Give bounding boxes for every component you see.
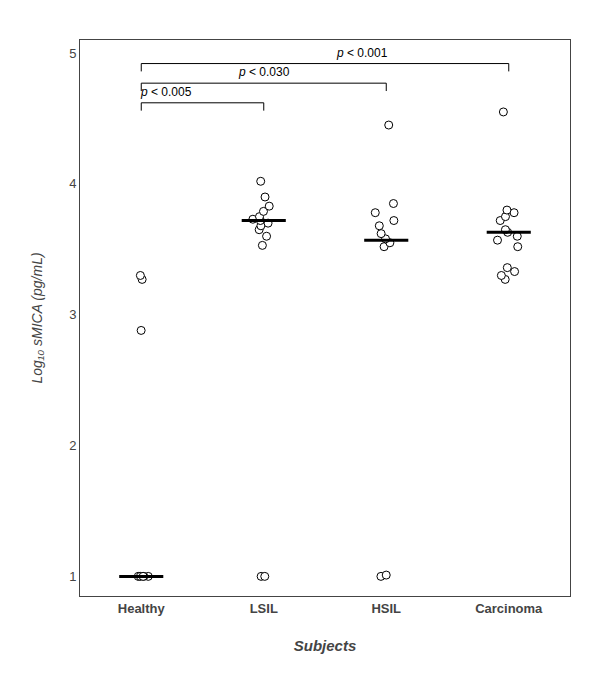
svg-text:HSIL: HSIL [371, 601, 401, 616]
svg-text:p < 0.001: p < 0.001 [336, 46, 388, 60]
svg-text:Carcinoma: Carcinoma [475, 601, 543, 616]
svg-text:p < 0.030: p < 0.030 [238, 65, 290, 79]
svg-text:Subjects: Subjects [294, 637, 357, 654]
svg-text:2: 2 [69, 438, 76, 453]
svg-text:5: 5 [69, 46, 76, 61]
svg-text:LSIL: LSIL [250, 601, 278, 616]
svg-text:1: 1 [69, 569, 76, 584]
svg-text:4: 4 [69, 176, 76, 191]
svg-text:Log₁₀ sMICA (pg/mL): Log₁₀ sMICA (pg/mL) [29, 252, 45, 383]
svg-text:Healthy: Healthy [118, 601, 166, 616]
svg-text:p < 0.005: p < 0.005 [140, 85, 192, 99]
svg-text:3: 3 [69, 307, 76, 322]
